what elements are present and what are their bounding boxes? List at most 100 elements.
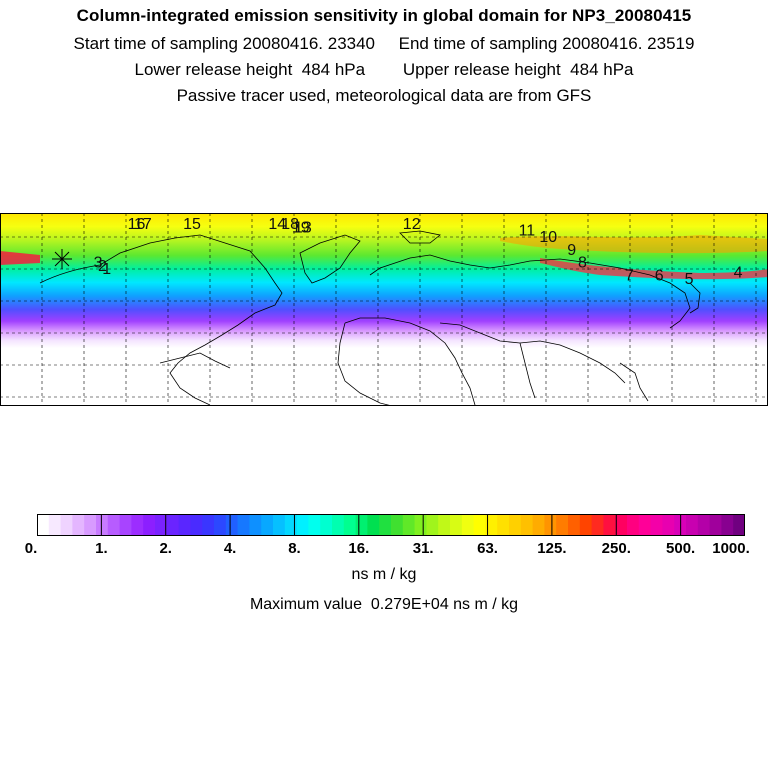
receptor-marker [52,249,72,269]
colorbar-swatch [520,514,533,536]
colorbar-swatch [603,514,616,536]
colorbar-tick-label: 31. [412,540,434,557]
colorbar-swatch [249,514,262,536]
trajectory-point-label: 10 [539,229,557,246]
colorbar-swatch [697,514,710,536]
colorbar-swatch [296,514,309,536]
colorbar-tick-label: 63. [477,540,498,557]
sensitivity-plume-east [500,235,768,254]
colorbar-swatch [202,514,215,536]
colorbar-swatch [214,514,227,536]
colorbar-swatch [532,514,545,536]
colorbar-swatch [414,514,427,536]
colorbar-swatch [379,514,392,536]
graticule [0,213,768,406]
colorbar-tick-label: 2. [159,540,172,557]
colorbar-swatch [131,514,144,536]
trajectory-point-label: 1 [102,261,111,278]
colorbar-tick-label: 16. [348,540,370,557]
colorbar-frame [37,514,745,536]
colorbar [37,514,745,536]
colorbar-swatch [320,514,333,536]
trajectory-point-label: 9 [567,242,576,259]
trajectory-point-label: 12 [403,216,421,233]
colorbar-swatch [450,514,463,536]
data-source-note: Passive tracer used, meteorological data… [176,86,592,105]
trajectory-point-label: 5 [685,271,694,288]
trajectory-point-label: 18 [281,216,299,233]
colorbar-tick-label: 250. [601,540,631,557]
colorbar-tick-label: 0. [24,540,38,557]
colorbar-swatch [461,514,474,536]
colorbar-swatch [355,514,368,536]
colorbar-swatch [556,514,569,536]
colorbar-swatch [591,514,604,536]
trajectory-point-label: 19 [292,219,310,236]
colorbar-swatch [367,514,380,536]
map-title: Column-integrated emission sensitivity i… [76,6,692,25]
colorbar-tick-label: 8. [288,540,301,557]
colorbar-swatch [37,514,50,536]
maximum-value: Maximum value 0.279E+04 ns m / kg [249,596,519,613]
colorbar-units: ns m / kg [351,566,417,583]
sampling-times: Start time of sampling 20080416. 23340 E… [73,34,695,53]
colorbar-swatch [107,514,120,536]
colorbar-tick-label: 125. [537,540,567,557]
colorbar-swatch [497,514,510,536]
colorbar-swatch [284,514,297,536]
trajectory-point-label: 16 [128,216,146,233]
trajectory-point-label: 13 [294,219,312,236]
high-sensitivity-band [540,258,768,280]
colorbar-swatch [155,514,168,536]
colorbar-swatch [143,514,156,536]
colorbar-swatch [190,514,203,536]
colorbar-swatch [473,514,486,536]
colorbar-swatch [84,514,97,536]
colorbar-swatch [60,514,73,536]
colorbar-swatch [261,514,274,536]
trajectory-point-label: 7 [625,268,634,285]
colorbar-swatch [426,514,439,536]
colorbar-swatch [438,514,451,536]
colorbar-swatch [308,514,321,536]
colorbar-swatch [237,514,250,536]
trajectory-point-label: 11 [519,223,536,240]
coastlines [39,230,701,406]
colorbar-swatch [721,514,734,536]
trajectory-point-label: 2 [98,258,107,275]
colorbar-swatch [178,514,191,536]
colorbar-tick-label: 500. [666,540,696,557]
colorbar-swatch [544,514,557,536]
colorbar-swatch [509,514,522,536]
trajectory-point-label: 6 [655,268,664,285]
colorbar-swatch [485,514,498,536]
trajectory-point-label: 14 [268,216,286,233]
trajectory-point-label: 4 [734,264,743,281]
colorbar-swatch [733,514,745,536]
colorbar-swatch [72,514,85,536]
trajectory-point-label: 15 [183,216,201,233]
trajectory-point-label: 3 [94,255,103,272]
colorbar-tick-label: 1. [95,540,108,557]
colorbar-tick-label: 1000. [712,540,750,557]
colorbar-swatch [709,514,722,536]
high-sensitivity-band-west [0,251,40,265]
colorbar-swatch [332,514,345,536]
colorbar-swatch [402,514,415,536]
colorbar-swatch [119,514,132,536]
colorbar-swatch [48,514,61,536]
colorbar-swatch [568,514,581,536]
colorbar-swatch [273,514,286,536]
colorbar-swatch [686,514,699,536]
colorbar-swatch [615,514,628,536]
colorbar-swatch [579,514,592,536]
colorbar-swatch [650,514,663,536]
release-heights: Lower release height 484 hPa Upper relea… [134,60,634,79]
colorbar-swatch [166,514,179,536]
colorbar-swatch [343,514,356,536]
colorbar-swatch [225,514,238,536]
colorbar-swatch [96,514,109,536]
colorbar-swatch [627,514,640,536]
